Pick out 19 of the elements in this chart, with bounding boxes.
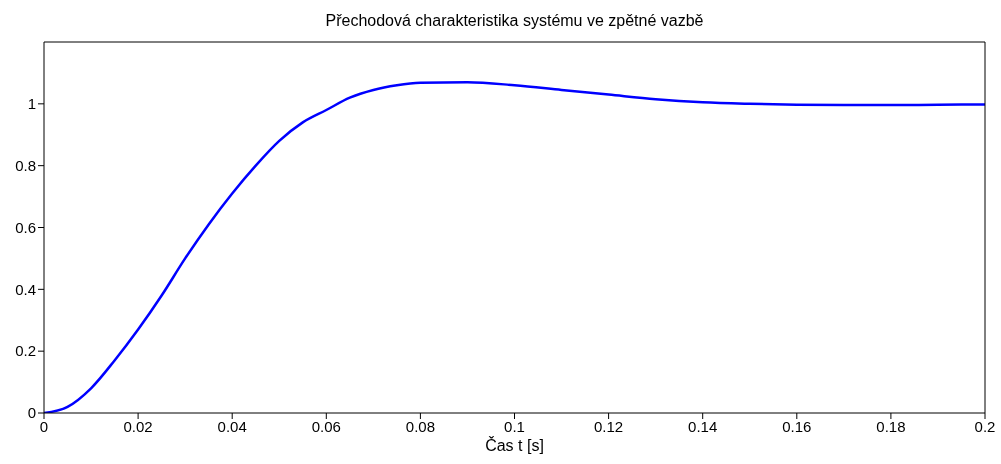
chart-title: Přechodová charakteristika systému ve zpětné vazbě	[324, 12, 705, 30]
x-tick-label: 0.08	[405, 417, 435, 435]
x-tick-label: 0.04	[217, 417, 247, 435]
x-tick-label: 0.16	[782, 417, 812, 435]
y-tick-label: 0.2	[15, 342, 36, 360]
y-tick-label: 0.4	[15, 280, 36, 298]
y-tick-label: 1	[27, 95, 36, 113]
x-axis-title: Čas t [s]	[485, 436, 544, 454]
x-tick-label: 0.12	[594, 417, 624, 435]
x-tick-label: 0.1	[504, 417, 525, 435]
y-tick-label: 0	[27, 404, 36, 422]
x-tick-label: 0.14	[688, 417, 718, 435]
x-tick-label: 0.02	[123, 417, 153, 435]
x-tick-label: 0.2	[974, 417, 996, 435]
y-tick-label: 0.8	[15, 156, 36, 174]
y-tick-label: 0.6	[15, 218, 36, 236]
x-tick-label: 0.18	[876, 417, 906, 435]
x-tick-label: 0	[39, 417, 49, 435]
x-tick-label: 0.06	[311, 417, 341, 435]
